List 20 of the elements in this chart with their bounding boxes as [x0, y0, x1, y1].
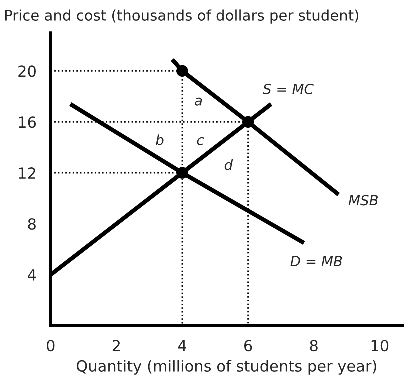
- x-tick-label: 10: [372, 340, 389, 352]
- y-axis-title: Price and cost (thousands of dollars per student): [6, 10, 359, 24]
- series-label: MSB: [348, 195, 378, 206]
- x-tick-label: 2: [112, 340, 120, 352]
- y-tick-label: 20: [18, 66, 36, 78]
- series-label: D = MB: [290, 256, 342, 266]
- x-tick-label: 0: [47, 340, 55, 352]
- annotation: d: [224, 160, 234, 170]
- y-tick-label: 12: [19, 168, 36, 179]
- annotation: c: [197, 137, 204, 146]
- x-tick-label: 8: [310, 340, 318, 352]
- series-label: S = MC: [263, 84, 314, 94]
- x-tick-label: 4: [178, 340, 186, 352]
- x-tick-label: 6: [244, 340, 252, 352]
- x-axis-title: Quantity (millions of students per year): [76, 360, 376, 375]
- y-tick-label: 4: [28, 270, 36, 281]
- y-tick-label: 8: [28, 218, 36, 230]
- annotation: a: [195, 98, 202, 106]
- annotation: b: [156, 134, 164, 146]
- y-tick-label: 16: [19, 116, 36, 128]
